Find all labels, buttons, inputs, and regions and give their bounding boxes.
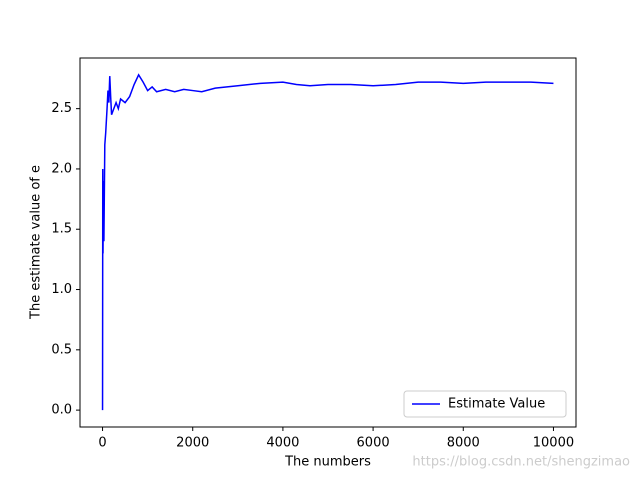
plot-frame xyxy=(79,57,577,428)
x-tick-label: 0 xyxy=(98,436,106,451)
y-tick-label: 1.5 xyxy=(51,222,72,237)
y-tick-label: 1.0 xyxy=(51,282,72,297)
legend-box xyxy=(403,390,567,418)
x-tick-label: 4000 xyxy=(266,436,299,451)
x-tick-label: 8000 xyxy=(447,436,480,451)
watermark: https://blog.csdn.net/shengzimao xyxy=(412,455,630,470)
y-tick-label: 2.0 xyxy=(51,161,72,176)
legend-label: Estimate Value xyxy=(448,397,545,412)
x-axis-label: The numbers xyxy=(284,455,371,470)
y-axis-label: The estimate value of e xyxy=(29,165,44,320)
data-line xyxy=(101,73,554,411)
y-tick-label: 2.5 xyxy=(51,101,72,116)
x-tick-label: 10000 xyxy=(533,436,574,451)
y-tick-label: 0.0 xyxy=(51,403,72,418)
x-tick-label: 2000 xyxy=(176,436,209,451)
x-tick-label: 6000 xyxy=(357,436,390,451)
y-tick-label: 0.5 xyxy=(51,342,72,357)
